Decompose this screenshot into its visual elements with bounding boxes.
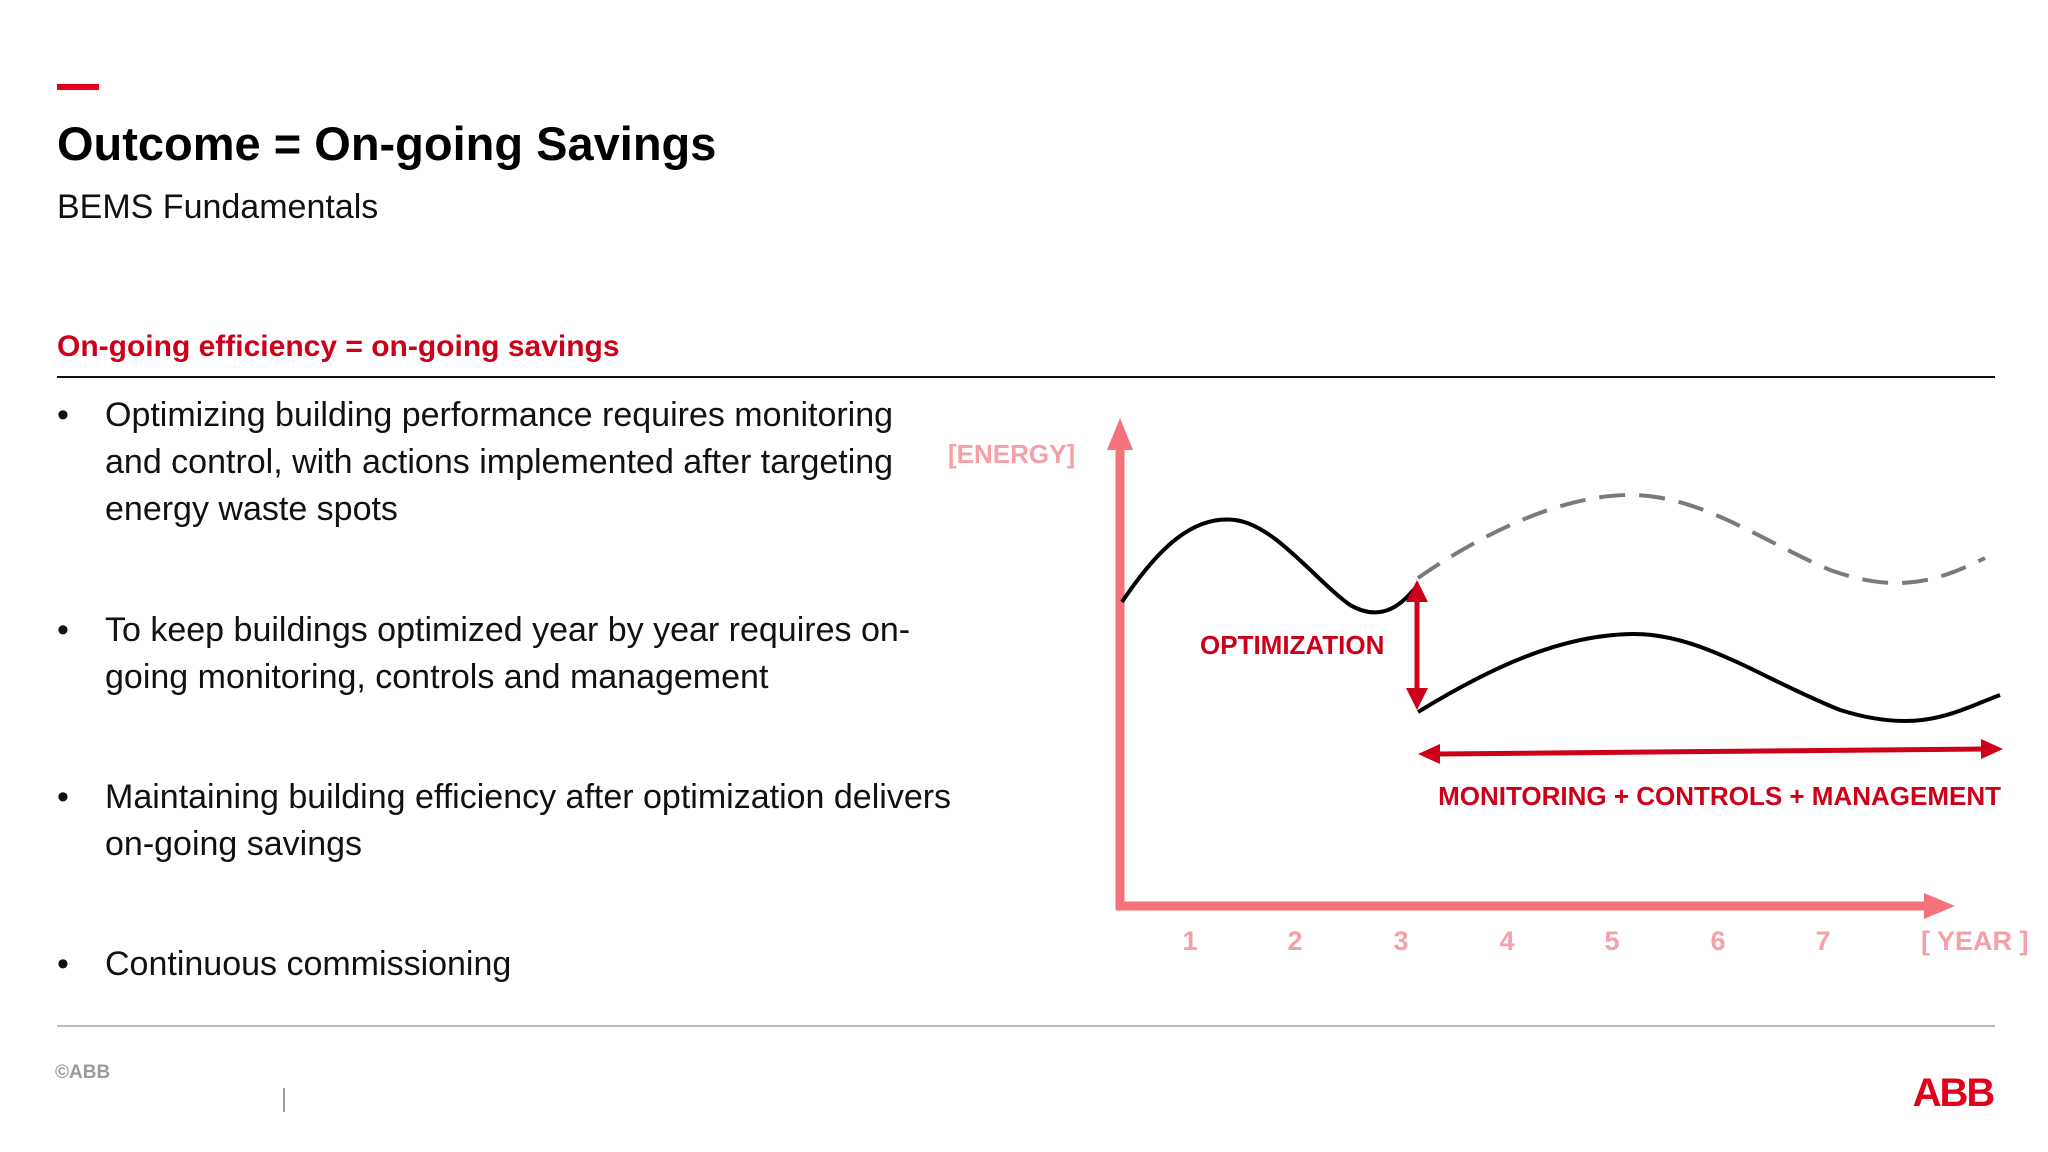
projected-energy-curve-dashed xyxy=(1416,492,1986,585)
optimized-energy-curve xyxy=(1416,631,2001,723)
bullet-item: • Continuous commissioning xyxy=(57,941,957,988)
optimization-arrow-head-up xyxy=(1406,580,1428,602)
abb-logo-text: ABB xyxy=(1913,1072,1995,1112)
bullet-list: • Optimizing building performance requir… xyxy=(57,392,957,988)
bullet-item: • To keep buildings optimized year by ye… xyxy=(57,607,957,701)
baseline-energy-curve xyxy=(1120,517,1420,615)
x-tick-label: 5 xyxy=(1604,926,1619,956)
x-axis-arrowhead xyxy=(1924,893,1955,919)
monitoring-arrow-shaft xyxy=(1437,746,1986,757)
bullet-text: Continuous commissioning xyxy=(105,945,512,983)
bullet-glyph: • xyxy=(57,778,69,816)
monitoring-label: MONITORING + CONTROLS + MANAGEMENT xyxy=(1438,781,2001,811)
optimization-arrow-head-down xyxy=(1406,688,1428,710)
bullet-item: • Optimizing building performance requir… xyxy=(57,392,957,533)
monitoring-arrow-head-left xyxy=(1418,744,1440,764)
abb-logo: ABB xyxy=(1913,1072,1997,1112)
x-tick-label: 6 xyxy=(1710,926,1725,956)
x-tick-label: 1 xyxy=(1182,926,1197,956)
footer-divider xyxy=(57,1025,1995,1027)
bullet-glyph: • xyxy=(57,945,69,983)
section-heading: On-going efficiency = on-going savings xyxy=(57,330,620,363)
section-divider xyxy=(57,376,1995,378)
page-title: Outcome = On-going Savings xyxy=(57,117,717,170)
x-tick-label: 7 xyxy=(1815,926,1830,956)
x-axis-label: [ YEAR ] xyxy=(1921,926,2029,956)
page-subtitle: BEMS Fundamentals xyxy=(57,188,379,226)
bullet-glyph: • xyxy=(57,611,69,649)
bullet-text: Optimizing building performance requires… xyxy=(105,396,894,528)
copyright-text: ©ABB xyxy=(55,1062,111,1083)
y-axis-label: [ENERGY] xyxy=(948,439,1075,469)
bullet-item: • Maintaining building efficiency after … xyxy=(57,774,957,868)
bullet-glyph: • xyxy=(57,396,69,434)
x-tick-label: 2 xyxy=(1287,926,1302,956)
bullet-text: To keep buildings optimized year by year… xyxy=(105,611,911,696)
accent-bar xyxy=(57,84,99,90)
bullet-text: Maintaining building efficiency after op… xyxy=(105,778,952,863)
monitoring-arrow-head-right xyxy=(1981,739,2003,759)
footer-separator xyxy=(283,1088,285,1112)
y-axis-arrowhead xyxy=(1107,418,1133,450)
optimization-label: OPTIMIZATION xyxy=(1200,630,1384,660)
x-tick-label: 3 xyxy=(1393,926,1408,956)
x-tick-label: 4 xyxy=(1499,926,1514,956)
